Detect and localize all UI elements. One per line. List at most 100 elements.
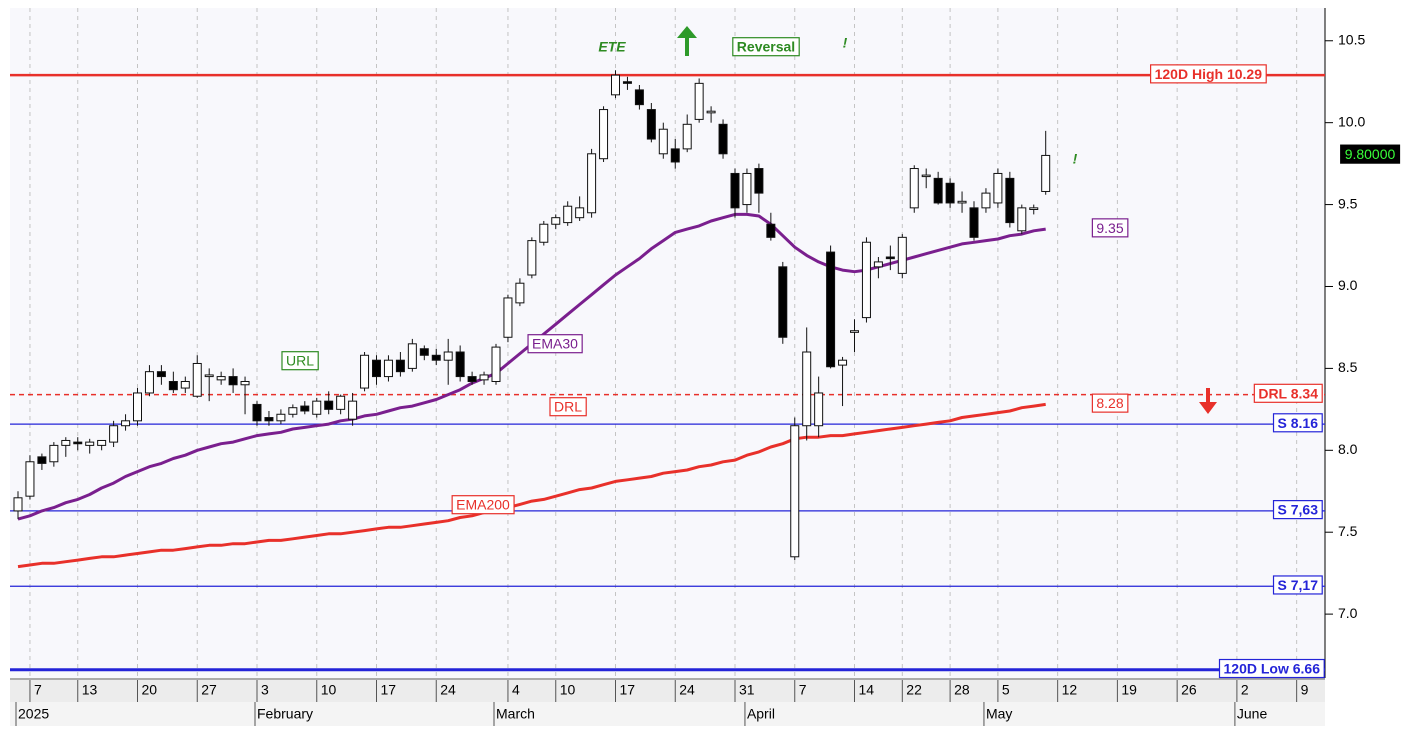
level-label-box [1253,383,1323,403]
candle-body [300,405,310,412]
candle-body [814,392,824,427]
y-tick-label: 9.5 [1338,195,1358,211]
x-tick-label: 19 [1121,682,1137,698]
candle-body [933,177,943,204]
y-tick-label: 7.5 [1338,523,1358,539]
month-label: June [1237,706,1268,722]
x-tick-label: 20 [142,682,158,698]
candle-body [252,403,262,422]
month-label: May [986,706,1012,722]
x-tick-label: 31 [739,682,755,698]
x-tick-label: 17 [620,682,636,698]
candle-body [873,261,883,268]
candle-body [25,461,35,497]
candle-body [599,109,609,160]
candle-body [97,439,107,446]
ema-value-label: 8.28 [1096,395,1123,411]
candle-body [1005,177,1015,224]
candle-body [718,123,728,155]
x-tick-label: 27 [201,682,217,698]
candle-body [622,81,632,84]
y-tick-label: 10.5 [1338,31,1365,47]
candle-body [192,362,202,397]
candle-body [754,168,764,194]
candle-body [168,380,178,391]
candle-body [551,217,561,225]
candle-body [156,371,166,378]
annotation: DRL [554,399,582,415]
last-price-label: 9.80000 [1345,146,1396,162]
ema-value-label: 9.35 [1096,220,1123,236]
candle-body [395,359,405,373]
down-arrow [1199,388,1217,414]
candle-body [945,182,955,204]
x-tick-label: 10 [560,682,576,698]
level-label: S 8.16 [1278,415,1319,431]
candle-body [766,223,776,238]
y-tick-label: 9.0 [1338,277,1358,293]
y-tick-label: 8.5 [1338,359,1358,375]
x-tick-label: 7 [799,682,807,698]
candle-body [861,241,871,319]
x-tick-label: 7 [34,682,42,698]
candle-body [646,109,656,140]
ema-value-label-box [1091,218,1129,238]
up-arrow [677,26,697,56]
candle-body [324,400,334,410]
x-tick-label: 13 [82,682,98,698]
candle-body [372,359,381,378]
series-name-label-box [527,334,583,354]
candle-body [778,266,788,338]
candle-body [587,153,597,214]
month-label: April [747,706,775,722]
level-label: S 7,63 [1278,502,1319,518]
candle-body [742,172,752,206]
candle-body [634,89,644,106]
x-tick-label: 17 [381,682,397,698]
candle-body [575,207,585,219]
level-label-box [1218,658,1325,679]
candle-body [1041,154,1051,192]
candle-body [348,400,358,420]
candle-body [503,297,513,338]
series-name-label: EMA30 [532,336,578,352]
candle-body [1017,207,1027,232]
last-price-label-box [1340,144,1401,164]
annotation: URL [286,353,314,369]
x-tick-label: 4 [512,682,520,698]
candle-body [419,348,429,356]
candle-body [658,128,668,155]
x-tick-label: 12 [1062,682,1078,698]
candle-body [204,374,214,378]
x-tick-label: 24 [440,682,456,698]
month-label: February [257,706,313,722]
ema-value-label-box [1091,393,1129,413]
series-name-label: EMA200 [456,497,510,513]
candle-body [921,174,931,178]
candle-body [706,110,716,114]
month-label: March [496,706,535,722]
day-axis-band [10,680,1325,702]
candle-body [527,240,537,276]
level-label: S 7,17 [1278,577,1319,593]
candle-body [264,417,274,422]
candle-body [61,439,71,446]
x-tick-label: 3 [261,682,269,698]
month-axis-band [10,702,1325,726]
annotation-box [549,397,587,417]
level-label: DRL 8.34 [1258,385,1318,401]
candle-body [611,74,620,96]
candle-body [288,407,298,415]
candle-body [682,123,692,150]
candle-body [1029,207,1039,210]
candle-body [826,251,836,368]
x-tick-label: 5 [1002,682,1010,698]
candle-body [969,207,979,238]
x-tick-label: 2 [1241,682,1249,698]
candle-body [981,192,991,209]
candle-body [276,413,286,422]
level-label-box [1272,500,1323,520]
candle-body [312,400,322,415]
level-label-box [1150,64,1267,84]
